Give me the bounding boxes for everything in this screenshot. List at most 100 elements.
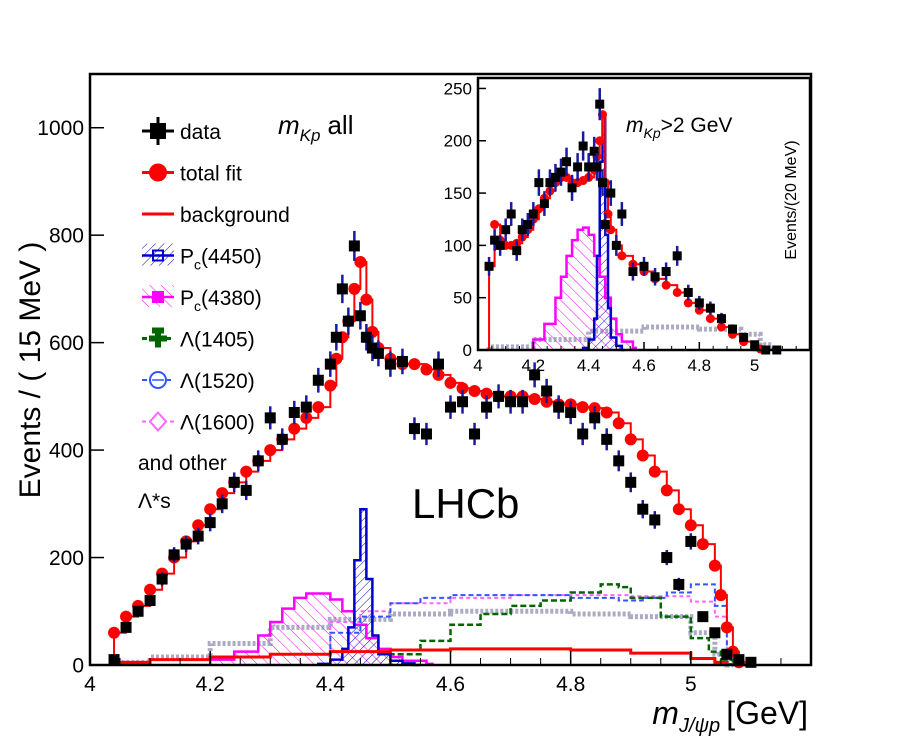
x-tick-label: 4.6 [632, 356, 656, 375]
data-point [595, 88, 605, 121]
data-point [264, 406, 276, 430]
data-point [493, 384, 505, 409]
data-point [324, 351, 336, 377]
data-point [562, 147, 572, 176]
data-point [598, 169, 607, 196]
y-tick-label: 100 [444, 236, 472, 255]
total-fit-point [480, 387, 493, 400]
x-tick-label: 4.8 [688, 356, 712, 375]
total-fit-point [144, 583, 157, 596]
y-tick-label: 800 [49, 225, 84, 248]
data-point [625, 472, 637, 493]
total-fit-point [444, 376, 457, 389]
data-point [534, 169, 544, 196]
x-tick-label: 4 [473, 356, 482, 375]
total-fit-point [108, 626, 121, 639]
y-tick-label: 200 [49, 547, 84, 570]
total-fit-point [420, 363, 433, 376]
data-point [517, 389, 529, 414]
x-tick-label: 4.4 [577, 356, 601, 375]
data-point [354, 302, 366, 330]
data-point [661, 549, 673, 566]
total-fit-point [716, 322, 726, 332]
data-point [132, 605, 144, 617]
total-fit-point [683, 298, 693, 308]
data-point [739, 332, 749, 342]
series-line-l1520 [329, 583, 733, 666]
total-fit-point [617, 251, 627, 261]
y-tick-label: 150 [444, 184, 472, 203]
data-point [490, 229, 500, 251]
y-tick-label: 200 [444, 132, 472, 151]
total-fit-point [672, 503, 685, 516]
legend-label: background [180, 204, 290, 227]
total-fit-point [714, 589, 727, 602]
data-point [567, 174, 577, 201]
data-point [156, 572, 168, 586]
data-point [384, 351, 396, 377]
data-point [469, 422, 481, 446]
data-point [168, 547, 180, 563]
data-point [372, 340, 384, 367]
y-tick-label: 50 [453, 289, 472, 308]
legend-label: Λ(1405) [180, 329, 255, 352]
data-point [573, 153, 583, 181]
data-point [550, 163, 560, 191]
data-point [501, 218, 511, 241]
total-fit-point [720, 621, 733, 634]
total-fit-point [612, 417, 625, 430]
data-point [252, 450, 264, 472]
series-line-l1405 [389, 583, 739, 667]
data-point [481, 395, 493, 419]
data-point [192, 527, 204, 545]
y-tick-label: 400 [49, 439, 84, 462]
total-fit-point [600, 406, 613, 419]
x-tick-label: 4.4 [316, 673, 346, 696]
data-point [683, 284, 693, 301]
y-tick-label: 600 [49, 332, 84, 355]
data-point [728, 324, 738, 334]
data-point [721, 648, 733, 660]
data-point [541, 378, 553, 404]
data-point [445, 395, 456, 419]
data-point [228, 472, 240, 493]
legend-entry-background: background [142, 204, 290, 227]
legend-label: Pc(4450) [180, 246, 262, 273]
total-fit-point [204, 503, 217, 516]
x-tick-label: 5 [750, 356, 759, 375]
total-fit-point [312, 401, 325, 414]
data-point [613, 450, 625, 472]
total-fit-point [490, 219, 500, 229]
legend-entry-l1405: Λ(1405) [142, 327, 255, 352]
legend: data total fit background Pc(4450) Pc(4380) Λ… [142, 117, 290, 435]
data-point [639, 256, 649, 276]
data-point [553, 395, 565, 419]
legend-entry-l1520: Λ(1520) [142, 370, 255, 393]
legend-label: Λ(1600) [180, 412, 255, 435]
legend-entry-pc4450: Pc(4450) [142, 243, 262, 273]
data-point [606, 180, 616, 206]
total-fit-point [672, 287, 682, 297]
data-point [240, 480, 252, 501]
data-point [589, 136, 599, 166]
legend-label: total fit [180, 163, 242, 186]
data-point [661, 262, 671, 281]
y-tick-label: 1000 [37, 117, 84, 140]
total-fit-point [456, 382, 469, 395]
data-point [180, 536, 192, 553]
data-point [672, 245, 682, 266]
total-fit-point [705, 314, 715, 324]
data-point [617, 202, 627, 226]
legend-label: Λ(1520) [180, 370, 255, 393]
data-point [528, 202, 538, 226]
data-point [592, 153, 602, 181]
data-point [589, 406, 601, 430]
data-point [457, 389, 469, 414]
data-point [649, 511, 661, 529]
total-fit-point [708, 559, 721, 572]
y-tick-label: 250 [444, 79, 472, 98]
data-point [600, 213, 610, 236]
total-fit-point [348, 282, 361, 295]
legend-extra-line2: Λ*s [138, 490, 171, 513]
total-fit-point [324, 379, 337, 392]
